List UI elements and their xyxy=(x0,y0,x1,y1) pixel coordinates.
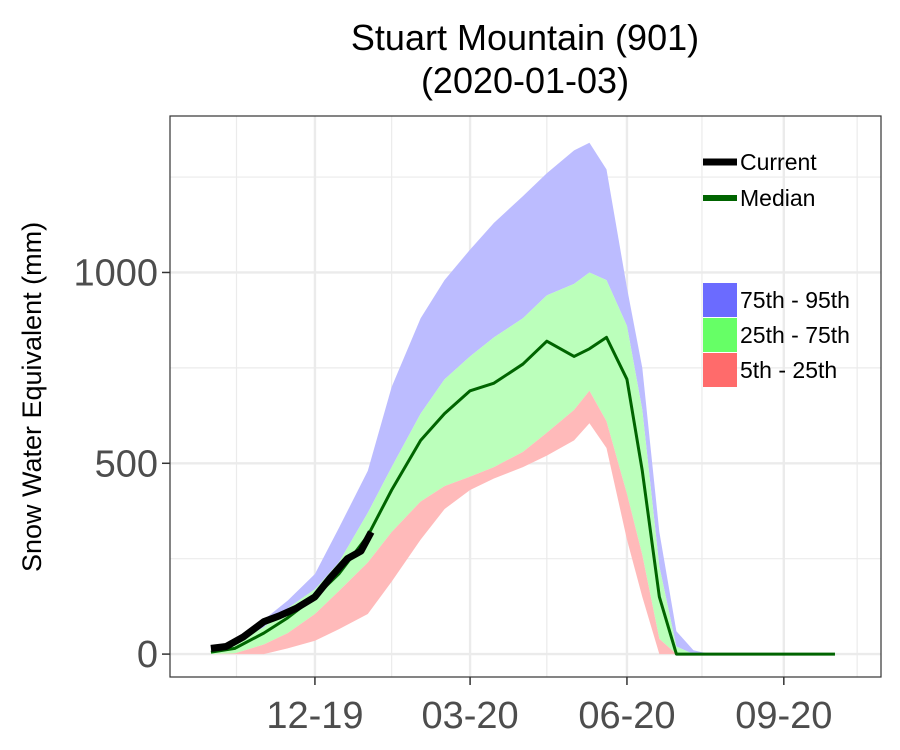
x-tick-label: 12-19 xyxy=(266,695,363,737)
x-tick-label: 06-20 xyxy=(578,695,675,737)
band-5th-25th xyxy=(210,390,835,655)
band-75th-95th xyxy=(210,142,835,655)
legend-75-95-swatch xyxy=(703,283,737,317)
plot-border xyxy=(169,115,882,678)
legend-5-25-swatch xyxy=(703,353,737,387)
legend-median-label: Median xyxy=(740,185,815,211)
legend-75-95-label: 75th - 95th xyxy=(740,287,850,313)
legend-25-75-swatch xyxy=(703,318,737,352)
percentile-bands xyxy=(210,142,835,655)
x-axis: 12-19 03-20 06-20 09-20 xyxy=(266,677,832,737)
x-tick-label: 09-20 xyxy=(735,695,832,737)
legend-current-label: Current xyxy=(740,149,817,175)
current-line xyxy=(210,530,375,652)
legend-25-75-label: 25th - 75th xyxy=(740,322,850,348)
y-tick-label: 500 xyxy=(95,443,158,485)
band-25th-75th xyxy=(210,272,835,655)
chart-title-line1: Stuart Mountain (901) xyxy=(351,17,699,58)
y-axis: 0 500 1000 xyxy=(73,252,170,676)
legend-5-25-label: 5th - 25th xyxy=(740,357,837,383)
chart-title-line2: (2020-01-03) xyxy=(421,60,629,101)
y-axis-label: Snow Water Equivalent (mm) xyxy=(17,222,47,572)
y-tick-label: 1000 xyxy=(73,252,158,294)
x-tick-label: 03-20 xyxy=(421,695,518,737)
legend: Current Median 75th - 95th 25th - 75th 5… xyxy=(703,149,850,387)
series-lines xyxy=(210,335,835,656)
y-tick-label: 0 xyxy=(137,634,158,676)
